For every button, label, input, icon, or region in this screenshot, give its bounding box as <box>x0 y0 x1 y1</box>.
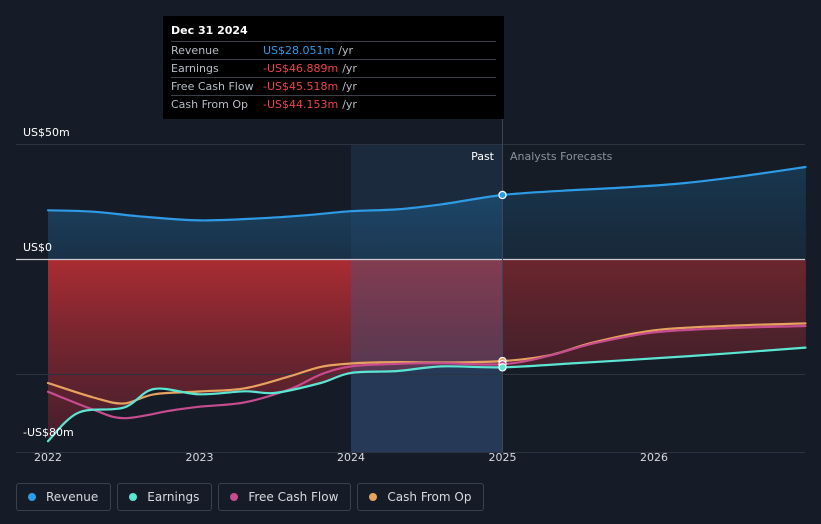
legend-label: Free Cash Flow <box>248 490 339 504</box>
forecast-overlay <box>502 144 805 453</box>
y-bottom-label: -US$80m <box>23 426 74 439</box>
y-top-label: US$50m <box>23 126 70 139</box>
legend-item-revenue[interactable]: Revenue <box>16 483 112 511</box>
tooltip-row-label: Cash From Op <box>171 98 249 111</box>
tooltip-row: Free Cash Flow -US$45.518m/yr <box>171 77 496 95</box>
revenue-area <box>48 167 806 260</box>
tooltip-row-unit: /yr <box>342 62 357 75</box>
series-line-revenue <box>46 165 807 222</box>
legend-item-cash-from-op[interactable]: Cash From Op <box>357 483 485 511</box>
series-line-cash-from-op <box>46 322 807 405</box>
negative-area <box>48 259 806 442</box>
y-zero-label: US$0 <box>23 241 52 254</box>
tooltip-row: Revenue US$28.051m/yr <box>171 41 496 59</box>
tooltip-row-unit: /yr <box>342 80 357 93</box>
legend-dot-icon <box>230 493 239 501</box>
x-tick-label: 2024 <box>337 451 365 464</box>
legend-label: Earnings <box>147 490 200 504</box>
tooltip-row-value: -US$46.889m <box>263 62 339 75</box>
tooltip-row: Cash From Op -US$44.153m/yr <box>171 95 496 113</box>
legend: Revenue Earnings Free Cash Flow Cash From O… <box>16 483 485 511</box>
legend-dot-icon <box>369 493 378 501</box>
legend-label: Cash From Op <box>387 490 472 504</box>
marker-revenue <box>498 190 507 200</box>
x-tick-label: 2026 <box>640 451 668 464</box>
legend-label: Revenue <box>46 490 99 504</box>
tooltip-row: Earnings -US$46.889m/yr <box>171 59 496 77</box>
tooltip-row-unit: /yr <box>342 98 357 111</box>
past-highlight-overlay <box>351 259 503 453</box>
tooltip-row-value: US$28.051m <box>263 44 335 57</box>
tooltip-row-value: -US$45.518m <box>263 80 339 93</box>
marker-earnings <box>498 363 507 372</box>
tooltip-row-value: -US$44.153m <box>263 98 339 111</box>
legend-item-earnings[interactable]: Earnings <box>117 483 213 511</box>
x-tick-label: 2025 <box>489 451 517 464</box>
tooltip-row-label: Earnings <box>171 62 219 75</box>
legend-item-free-cash-flow[interactable]: Free Cash Flow <box>218 483 352 511</box>
legend-dot-icon <box>129 493 138 501</box>
x-tick-label: 2023 <box>186 451 214 464</box>
forecast-label: Analysts Forecasts <box>510 150 613 163</box>
legend-dot-icon <box>28 493 36 501</box>
tooltip: Dec 31 2024 Revenue US$28.051m/yr Earnings… <box>163 16 504 119</box>
series-line-earnings <box>46 346 807 443</box>
tooltip-row-label: Revenue <box>171 44 219 57</box>
tooltip-row-label: Free Cash Flow <box>171 80 254 93</box>
tooltip-row-unit: /yr <box>338 44 353 57</box>
x-tick-label: 2022 <box>34 451 62 464</box>
series-line-free-cash-flow <box>46 324 807 420</box>
tooltip-date: Dec 31 2024 <box>171 24 248 37</box>
past-label: Past <box>471 150 495 163</box>
